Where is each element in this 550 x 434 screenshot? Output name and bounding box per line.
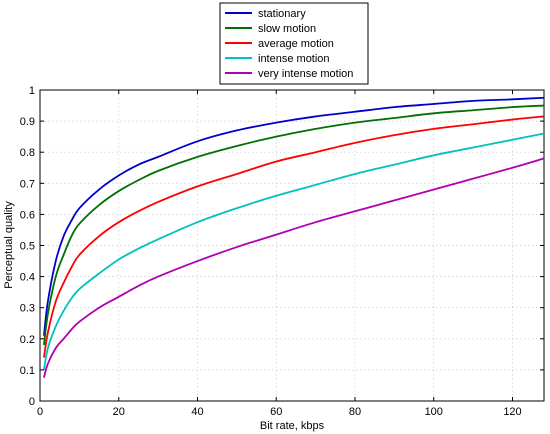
y-tick-label: 0.6: [20, 209, 35, 221]
series-line-stationary: [43, 96, 545, 336]
y-tick-label: 0.2: [20, 334, 35, 346]
grid-lines: [40, 90, 544, 401]
x-tick-label: 120: [503, 406, 521, 418]
x-axis-title: Bit rate, kbps: [260, 420, 325, 432]
legend-label: very intense motion: [258, 68, 353, 80]
x-tick-label: 40: [191, 406, 203, 418]
y-tick-label: 0.8: [20, 147, 35, 159]
series-line-very-intense-motion: [43, 157, 545, 378]
y-tick-label: 0.4: [20, 272, 35, 284]
series-line-slow-motion: [43, 104, 545, 346]
series-line-average-motion: [43, 115, 545, 358]
x-axis-ticks: 0 20 40 60 80 100 120: [37, 90, 522, 418]
legend-label: intense motion: [258, 53, 330, 65]
y-tick-label: 0.5: [20, 241, 35, 253]
legend-label: stationary: [258, 8, 306, 20]
legend-label: average motion: [258, 38, 334, 50]
legend-label: slow motion: [258, 23, 316, 35]
x-tick-label: 0: [37, 406, 43, 418]
y-tick-label: 0.3: [20, 303, 35, 315]
x-tick-label: 100: [425, 406, 443, 418]
y-tick-label: 0.9: [20, 116, 35, 128]
x-tick-label: 20: [113, 406, 125, 418]
y-axis-ticks: 0 0.1 0.2 0.3 0.4 0.5 0.6 0.7 0.8 0.9 1: [20, 85, 544, 408]
x-tick-label: 80: [349, 406, 361, 418]
y-tick-label: 0.1: [20, 365, 35, 377]
series-lines: [43, 96, 545, 378]
y-tick-label: 0.7: [20, 178, 35, 190]
series-line-intense-motion: [43, 132, 545, 371]
y-axis-title: Perceptual quality: [3, 201, 15, 289]
x-tick-label: 60: [270, 406, 282, 418]
y-tick-label: 1: [29, 85, 35, 97]
y-tick-label: 0: [29, 396, 35, 408]
legend: stationary slow motion average motion inten…: [219, 2, 369, 85]
